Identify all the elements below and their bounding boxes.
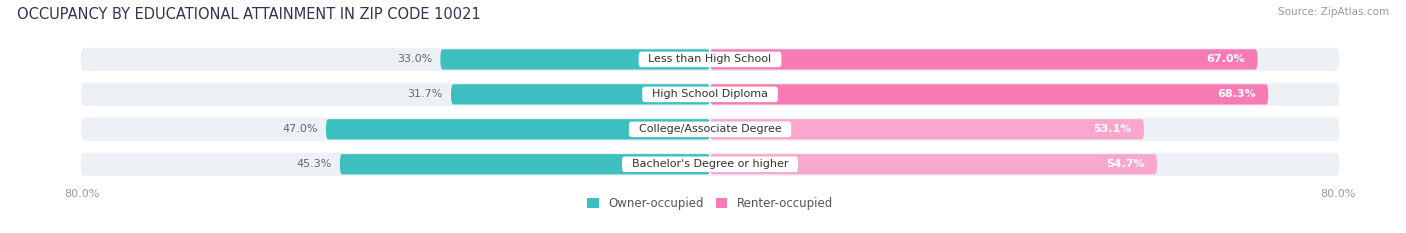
Text: Less than High School: Less than High School [641, 55, 779, 64]
Text: 68.3%: 68.3% [1218, 89, 1256, 99]
FancyBboxPatch shape [326, 119, 710, 139]
Text: 31.7%: 31.7% [408, 89, 443, 99]
Text: Bachelor's Degree or higher: Bachelor's Degree or higher [624, 159, 796, 169]
FancyBboxPatch shape [340, 154, 710, 174]
FancyBboxPatch shape [80, 118, 1340, 141]
FancyBboxPatch shape [710, 154, 1157, 174]
FancyBboxPatch shape [80, 48, 1340, 71]
Text: 80.0%: 80.0% [1320, 189, 1355, 199]
FancyBboxPatch shape [710, 119, 1144, 139]
Text: 54.7%: 54.7% [1107, 159, 1144, 169]
FancyBboxPatch shape [710, 49, 1257, 69]
Text: 33.0%: 33.0% [396, 55, 432, 64]
FancyBboxPatch shape [80, 153, 1340, 176]
Text: Source: ZipAtlas.com: Source: ZipAtlas.com [1278, 7, 1389, 17]
FancyBboxPatch shape [710, 84, 1268, 105]
Text: 67.0%: 67.0% [1206, 55, 1246, 64]
FancyBboxPatch shape [80, 83, 1340, 106]
FancyBboxPatch shape [440, 49, 710, 69]
Text: 47.0%: 47.0% [283, 124, 318, 134]
Text: High School Diploma: High School Diploma [645, 89, 775, 99]
Text: 80.0%: 80.0% [65, 189, 100, 199]
FancyBboxPatch shape [451, 84, 710, 105]
Text: College/Associate Degree: College/Associate Degree [631, 124, 789, 134]
Text: 45.3%: 45.3% [297, 159, 332, 169]
Text: OCCUPANCY BY EDUCATIONAL ATTAINMENT IN ZIP CODE 10021: OCCUPANCY BY EDUCATIONAL ATTAINMENT IN Z… [17, 7, 481, 22]
Text: 53.1%: 53.1% [1094, 124, 1132, 134]
Legend: Owner-occupied, Renter-occupied: Owner-occupied, Renter-occupied [582, 192, 838, 215]
